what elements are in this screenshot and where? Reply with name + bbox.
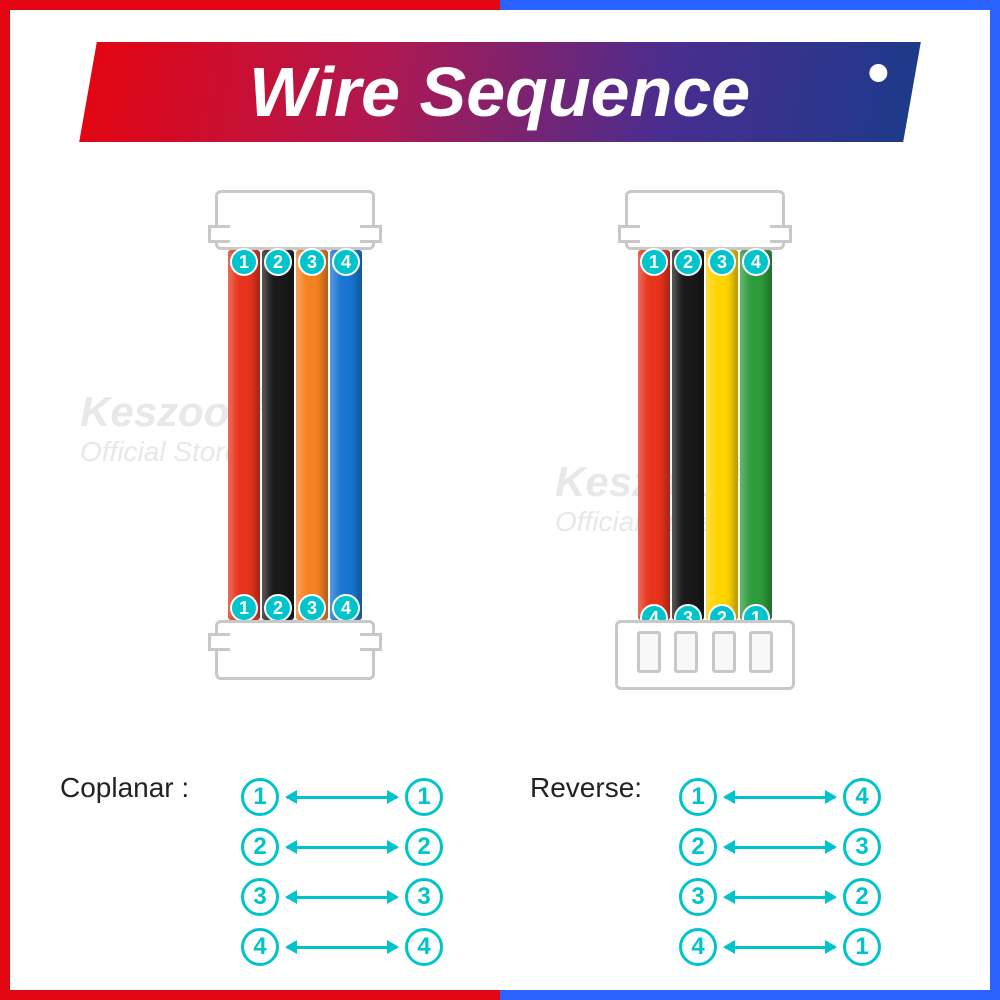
mapping-row: 44 xyxy=(222,928,462,966)
connector-bottom-box xyxy=(615,620,795,690)
connector-slot xyxy=(712,631,736,673)
mapping-row: 33 xyxy=(222,878,462,916)
arrow-line-icon xyxy=(287,896,397,899)
wires xyxy=(225,250,365,620)
map-badge: 1 xyxy=(679,778,717,816)
wire xyxy=(740,250,772,620)
connector-tab xyxy=(618,225,640,243)
connector-slot xyxy=(637,631,661,673)
map-badge: 1 xyxy=(405,778,443,816)
arrow-line-icon xyxy=(725,846,835,849)
map-badge: 3 xyxy=(679,878,717,916)
connector-tab xyxy=(208,225,230,243)
cable-coplanar: 1234 1234 xyxy=(175,190,415,680)
connector-top xyxy=(205,190,385,250)
mapping-coplanar: 11223344 xyxy=(222,778,462,978)
border-bottom-left xyxy=(0,990,500,1000)
connector-body xyxy=(215,620,375,680)
wire xyxy=(330,250,362,620)
pin-badge: 3 xyxy=(298,594,326,622)
arrow-line-icon xyxy=(287,846,397,849)
mapping-row: 14 xyxy=(660,778,900,816)
arrow-line-icon xyxy=(725,946,835,949)
title-banner: Wire Sequence xyxy=(79,42,921,142)
label-coplanar: Coplanar : xyxy=(60,772,189,804)
border-left xyxy=(0,0,10,1000)
mapping-row: 32 xyxy=(660,878,900,916)
arrow-line-icon xyxy=(287,796,397,799)
map-badge: 2 xyxy=(679,828,717,866)
map-badge: 1 xyxy=(241,778,279,816)
map-badge: 3 xyxy=(405,878,443,916)
border-top-right xyxy=(500,0,1000,10)
mapping-row: 22 xyxy=(222,828,462,866)
connector-bottom xyxy=(205,620,385,680)
connector-top xyxy=(615,190,795,250)
connector-tab xyxy=(208,633,230,651)
pin-badge: 1 xyxy=(230,594,258,622)
arrow-line-icon xyxy=(725,796,835,799)
connector-slots xyxy=(618,623,792,673)
mapping-row: 23 xyxy=(660,828,900,866)
cable-reverse: 1234 4321 xyxy=(585,190,825,690)
wire xyxy=(262,250,294,620)
wire xyxy=(706,250,738,620)
infographic-container: Wire Sequence Keszoox® Official Store Ke… xyxy=(0,0,1000,1000)
connector-slot xyxy=(674,631,698,673)
pin-badge: 2 xyxy=(674,248,702,276)
connector-tab xyxy=(360,633,382,651)
pin-badge: 4 xyxy=(332,594,360,622)
mapping-row: 41 xyxy=(660,928,900,966)
banner-dot-icon xyxy=(869,64,887,82)
wire xyxy=(672,250,704,620)
border-top-left xyxy=(0,0,500,10)
map-badge: 1 xyxy=(843,928,881,966)
pin-badge: 3 xyxy=(708,248,736,276)
mapping-row: 11 xyxy=(222,778,462,816)
pin-badge: 3 xyxy=(298,248,326,276)
connector-tab xyxy=(770,225,792,243)
wire xyxy=(638,250,670,620)
map-badge: 4 xyxy=(241,928,279,966)
border-bottom-right xyxy=(500,990,1000,1000)
label-reverse: Reverse: xyxy=(530,772,642,804)
connector-body xyxy=(625,190,785,250)
map-badge: 4 xyxy=(679,928,717,966)
connector-tab xyxy=(360,225,382,243)
pin-badge: 2 xyxy=(264,594,292,622)
pin-row-top: 1234 xyxy=(230,248,360,276)
map-badge: 4 xyxy=(405,928,443,966)
wires xyxy=(635,250,775,620)
map-badge: 3 xyxy=(241,878,279,916)
pin-badge: 4 xyxy=(742,248,770,276)
map-badge: 2 xyxy=(405,828,443,866)
connector-body xyxy=(215,190,375,250)
pin-row-top: 1234 xyxy=(640,248,770,276)
map-badge: 4 xyxy=(843,778,881,816)
wire xyxy=(228,250,260,620)
pin-badge: 1 xyxy=(230,248,258,276)
page-title: Wire Sequence xyxy=(249,52,750,132)
pin-badge: 2 xyxy=(264,248,292,276)
wire xyxy=(296,250,328,620)
mapping-reverse: 14233241 xyxy=(660,778,900,978)
pin-badge: 4 xyxy=(332,248,360,276)
pin-badge: 1 xyxy=(640,248,668,276)
map-badge: 3 xyxy=(843,828,881,866)
map-badge: 2 xyxy=(241,828,279,866)
connector-slot xyxy=(749,631,773,673)
pin-row-bottom: 1234 xyxy=(230,594,360,622)
border-right xyxy=(990,0,1000,1000)
arrow-line-icon xyxy=(725,896,835,899)
arrow-line-icon xyxy=(287,946,397,949)
map-badge: 2 xyxy=(843,878,881,916)
